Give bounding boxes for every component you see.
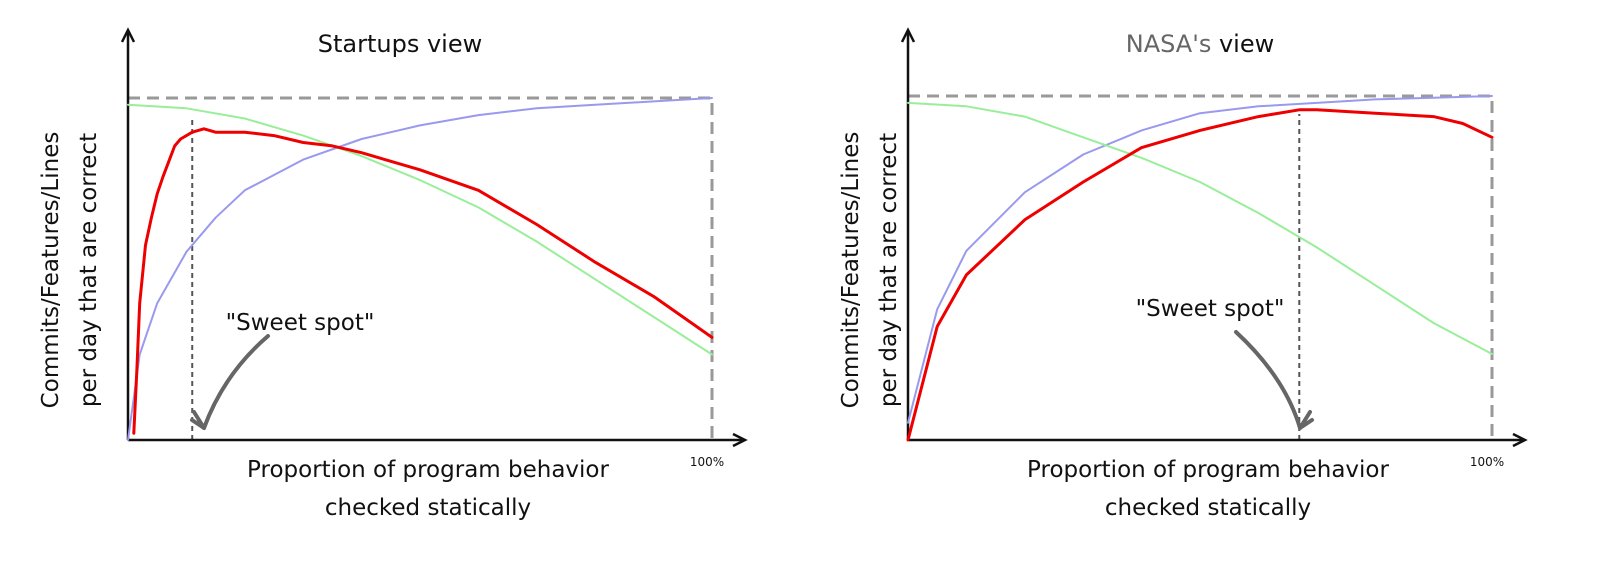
chart-panel-nasa: NASA's view Commits/Features/Lines per d…: [800, 0, 1600, 562]
x-axis-label-line-2: checked statically: [325, 495, 531, 521]
x-axis-arrowhead: [1512, 432, 1528, 448]
sweet-spot-label: "Sweet spot": [226, 310, 375, 336]
x-axis-arrowhead: [732, 432, 748, 448]
series-line-combined: [132, 127, 714, 435]
y-axis-label-line-1: Commits/Features/Lines: [38, 132, 64, 409]
y-axis-label-line-1: Commits/Features/Lines: [838, 132, 864, 409]
chart-title: Startups view: [318, 30, 482, 58]
series-line-productivity: [907, 95, 1493, 424]
boundary-dashed-line: [128, 96, 714, 440]
x-tick-label-100: 100%: [690, 455, 724, 469]
series-line-correctness: [127, 103, 713, 356]
series-line-correctness: [907, 101, 1493, 355]
chart-panel-startups: Startups view Commits/Features/Lines per…: [38, 27, 748, 521]
chart-title-part-nasa: NASA's: [1126, 30, 1212, 58]
chart-nasa: NASA's view Commits/Features/Lines per d…: [838, 27, 1528, 521]
series-line-productivity: [127, 97, 713, 441]
y-axis-arrowhead: [120, 27, 136, 43]
boundary-dashed-line: [908, 94, 1494, 440]
chart-startups: Startups view Commits/Features/Lines per…: [38, 27, 748, 521]
sweet-spot-arrowhead: [1298, 410, 1314, 430]
sweet-spot-arrowhead: [190, 410, 206, 430]
x-axis-label-line-2: checked statically: [1105, 495, 1311, 521]
sweet-spot-label: "Sweet spot": [1136, 296, 1285, 322]
y-axis-label-line-2: per day that are correct: [876, 133, 902, 407]
sweet-spot-arrow: [202, 334, 270, 430]
sweet-spot-arrow: [1234, 330, 1302, 430]
x-axis-label-line-1: Proportion of program behavior: [1027, 457, 1389, 483]
y-axis-label-line-2: per day that are correct: [76, 133, 102, 407]
x-axis-label-line-1: Proportion of program behavior: [247, 457, 609, 483]
chart-title: NASA's view: [1126, 30, 1274, 58]
chart-title-part-view: view: [1211, 30, 1274, 58]
series-line-combined: [906, 108, 1494, 442]
y-axis-arrowhead: [900, 27, 916, 43]
x-tick-label-100: 100%: [1470, 455, 1504, 469]
